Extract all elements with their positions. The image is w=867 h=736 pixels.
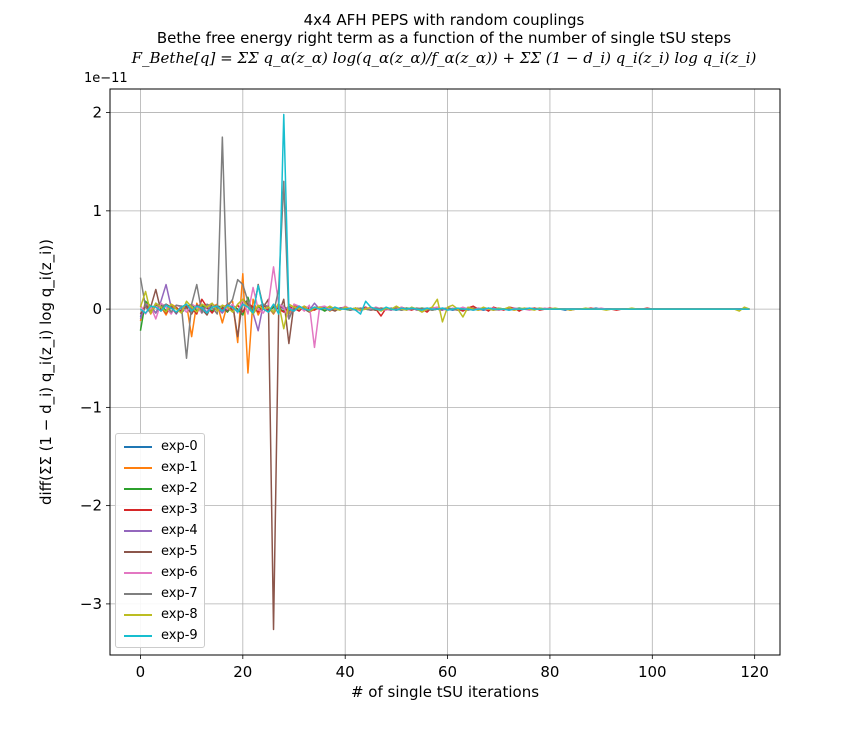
chart-title: 4x4 AFH PEPS with random couplings [303, 11, 585, 29]
legend-item: exp-8 [116, 604, 206, 624]
legend-item: exp-5 [116, 541, 206, 561]
legend-label: exp-6 [161, 565, 198, 580]
legend-label: exp-3 [161, 502, 198, 517]
legend-swatch [124, 446, 152, 448]
chart-formula: F_Bethe[q] = ΣΣ q_α(z_α) log(q_α(z_α)/f_… [131, 49, 757, 67]
y-tick-label: 2 [92, 104, 102, 122]
y-axis-label: diff(ΣΣ (1 − d_i) q_i(z_i) log q_i(z_i)) [37, 238, 55, 506]
x-axis-ticks: 0 20 40 60 80 100 120 [136, 655, 769, 681]
legend-label: exp-7 [161, 586, 198, 601]
legend-item: exp-0 [116, 436, 206, 456]
series-lines [139, 113, 750, 631]
y-tick-label: 0 [92, 300, 102, 318]
plot-frame [109, 88, 781, 656]
legend-swatch [124, 593, 152, 595]
x-tick-label: 60 [438, 663, 457, 681]
y-axis-ticks: −3 −2 −1 0 1 2 [80, 104, 110, 613]
series-line-exp-9 [139, 113, 750, 315]
legend-item: exp-2 [116, 478, 206, 498]
legend-item: exp-3 [116, 499, 206, 519]
legend-swatch [124, 614, 152, 616]
legend-swatch [124, 467, 152, 469]
legend-label: exp-2 [161, 481, 198, 496]
x-tick-label: 80 [540, 663, 559, 681]
legend-item: exp-7 [116, 583, 206, 603]
legend: exp-0 exp-1 exp-2 exp-3 exp-4 exp-5 exp-6 exp-7… [115, 433, 205, 648]
x-tick-label: 120 [740, 663, 769, 681]
legend-item: exp-4 [116, 520, 206, 540]
x-axis-label: # of single tSU iterations [350, 683, 540, 701]
legend-label: exp-9 [161, 628, 198, 643]
legend-label: exp-5 [161, 544, 198, 559]
legend-label: exp-8 [161, 607, 198, 622]
x-tick-label: 40 [336, 663, 355, 681]
series-line-exp-1 [139, 272, 750, 374]
legend-swatch [124, 509, 152, 511]
x-tick-label: 20 [233, 663, 252, 681]
y-axis-scale-note: 1e−11 [84, 71, 128, 86]
x-tick-label: 0 [136, 663, 146, 681]
series-line-exp-7 [139, 136, 750, 359]
legend-swatch [124, 488, 152, 490]
chart-subtitle: Bethe free energy right term as a functi… [156, 29, 732, 47]
series-line-exp-5 [139, 283, 750, 631]
legend-label: exp-0 [161, 439, 198, 454]
legend-item: exp-6 [116, 562, 206, 582]
y-tick-label: −2 [80, 497, 102, 515]
legend-item: exp-9 [116, 625, 206, 645]
y-tick-label: −3 [80, 595, 102, 613]
legend-label: exp-4 [161, 523, 198, 538]
legend-swatch [124, 530, 152, 532]
legend-item: exp-1 [116, 457, 206, 477]
legend-label: exp-1 [161, 460, 198, 475]
legend-swatch [124, 635, 152, 637]
x-tick-label: 100 [638, 663, 667, 681]
grid [110, 89, 780, 655]
legend-swatch [124, 572, 152, 574]
y-tick-label: 1 [92, 202, 102, 220]
y-tick-label: −1 [80, 398, 102, 416]
legend-swatch [124, 551, 152, 553]
